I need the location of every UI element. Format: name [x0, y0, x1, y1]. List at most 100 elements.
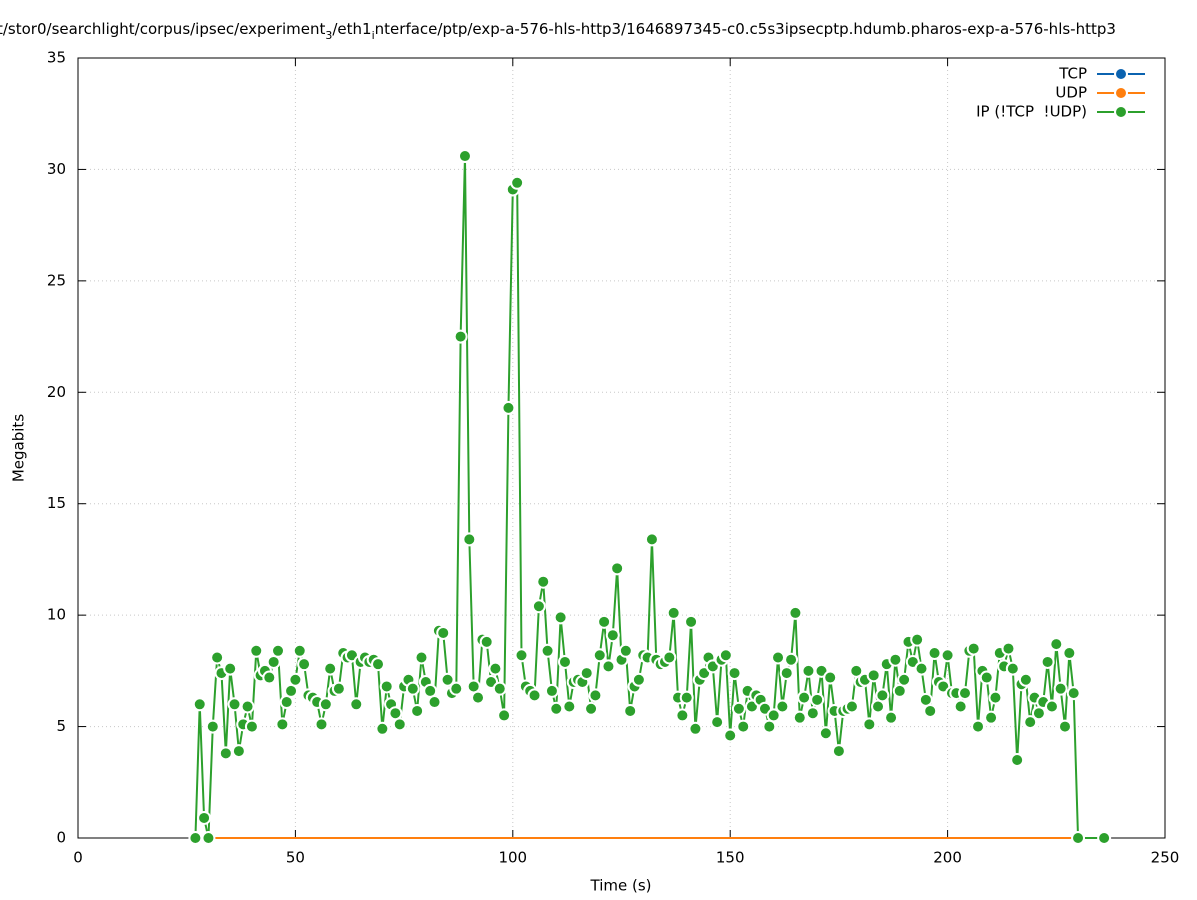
x-tick-label: 100 [498, 849, 527, 867]
data-point [579, 666, 594, 681]
data-point [736, 719, 751, 734]
data-point [805, 706, 820, 721]
data-point [675, 708, 690, 723]
data-point [679, 690, 694, 705]
legend-label: UDP [1055, 84, 1087, 102]
y-tick-label: 25 [47, 271, 66, 289]
data-point [227, 697, 242, 712]
data-point [292, 643, 307, 658]
data-point [779, 666, 794, 681]
data-point [966, 641, 981, 656]
data-point [440, 672, 455, 687]
x-tick-label: 250 [1151, 849, 1180, 867]
data-point [862, 717, 877, 732]
data-point [1057, 719, 1072, 734]
data-point [375, 721, 390, 736]
data-point [688, 721, 703, 736]
data-point [618, 643, 633, 658]
y-tick-label: 30 [47, 160, 66, 178]
data-point [644, 532, 659, 547]
x-tick-label: 0 [73, 849, 83, 867]
y-tick-label: 20 [47, 383, 66, 401]
data-point [601, 659, 616, 674]
chart-title: t/stor0/searchlight/corpus/ipsec/experim… [0, 20, 1116, 42]
data-point [940, 648, 955, 663]
data-point [410, 703, 425, 718]
data-point [866, 668, 881, 683]
data-point [1066, 686, 1081, 701]
x-tick-label: 200 [933, 849, 962, 867]
data-point [197, 810, 212, 825]
data-point [271, 643, 286, 658]
data-point [314, 717, 329, 732]
title-part: t/stor0/searchlight/corpus/ipsec/experim… [0, 20, 325, 38]
legend-label: IP (!TCP !UDP) [976, 103, 1087, 121]
data-point [723, 728, 738, 743]
data-point [497, 708, 512, 723]
data-point [588, 688, 603, 703]
x-tick-label: 150 [716, 849, 745, 867]
data-point [923, 703, 938, 718]
data-point [544, 683, 559, 698]
title-subscript: 3 [325, 29, 332, 42]
data-point [1071, 831, 1086, 845]
data-point [844, 699, 859, 714]
data-point [792, 710, 807, 725]
data-point [897, 672, 912, 687]
data-point [436, 625, 451, 640]
legend-marker [1114, 67, 1128, 81]
data-point [875, 688, 890, 703]
data-point [684, 614, 699, 629]
data-point [240, 699, 255, 714]
data-point [953, 699, 968, 714]
data-point [540, 643, 555, 658]
data-point [801, 663, 816, 678]
data-point [914, 661, 929, 676]
data-point [988, 690, 1003, 705]
title-subscript: i [372, 29, 375, 42]
data-point [371, 657, 386, 672]
legend-label: TCP [1058, 65, 1087, 83]
data-point [1023, 715, 1038, 730]
data-point [349, 697, 364, 712]
data-point [775, 699, 790, 714]
data-point [331, 681, 346, 696]
y-tick-label: 35 [47, 49, 66, 67]
data-point [510, 175, 525, 190]
y-tick-label: 5 [56, 717, 66, 735]
legend-marker [1114, 86, 1128, 100]
data-point [957, 686, 972, 701]
data-point [1005, 661, 1020, 676]
data-point [818, 726, 833, 741]
data-point [784, 652, 799, 667]
data-point [971, 719, 986, 734]
data-point [492, 681, 507, 696]
data-point [1001, 641, 1016, 656]
x-tick-label: 50 [286, 849, 305, 867]
y-axis-label: Megabits [10, 414, 28, 482]
data-point [1040, 654, 1055, 669]
data-point [453, 329, 468, 344]
data-point [414, 650, 429, 665]
data-point [192, 697, 207, 712]
data-point [666, 605, 681, 620]
data-point [979, 670, 994, 685]
data-point [1097, 831, 1112, 845]
y-tick-label: 0 [56, 829, 66, 847]
data-point [210, 650, 225, 665]
data-point [823, 670, 838, 685]
data-point [514, 648, 529, 663]
data-point [1053, 681, 1068, 696]
data-point [884, 710, 899, 725]
data-point [531, 599, 546, 614]
data-point [584, 701, 599, 716]
data-point [392, 717, 407, 732]
data-point [244, 719, 259, 734]
data-point [297, 657, 312, 672]
data-point [662, 650, 677, 665]
data-point [605, 628, 620, 643]
data-point [788, 605, 803, 620]
title-part: /eth1 [332, 20, 371, 38]
data-point [1049, 637, 1064, 652]
